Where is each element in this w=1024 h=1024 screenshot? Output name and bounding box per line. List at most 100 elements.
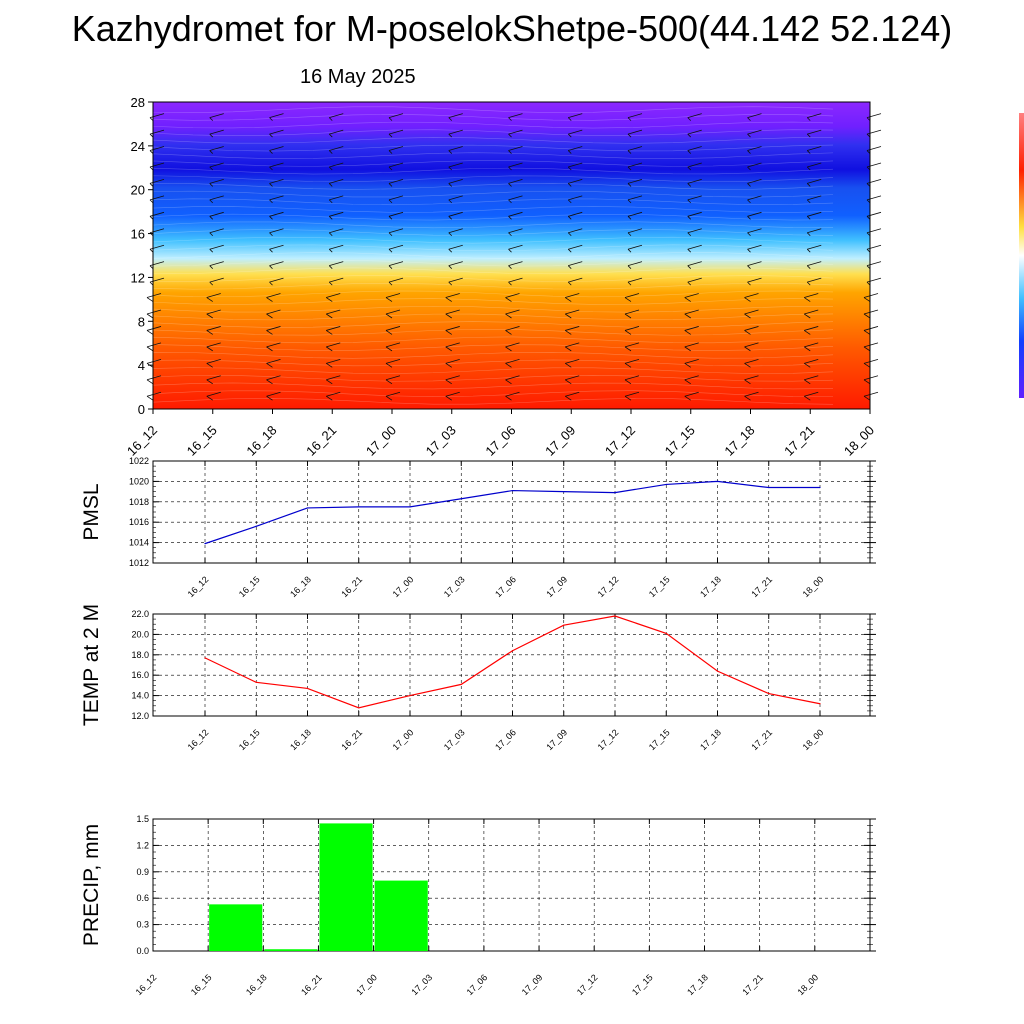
wind-barb: [326, 326, 341, 331]
wind-barb: [206, 391, 221, 397]
x-tick-label: 17_06: [482, 423, 518, 459]
wind-barb: [863, 391, 879, 397]
wind-barb: [209, 162, 224, 168]
wind-barb: [565, 346, 572, 352]
wind-barb: [747, 248, 751, 253]
temp-point: [768, 692, 770, 695]
wind-barb: [508, 211, 523, 217]
pmsl-point: [716, 480, 719, 482]
wind-barb: [567, 150, 572, 154]
wind-barb: [329, 146, 344, 151]
wind-barb: [266, 346, 273, 352]
wind-barb: [627, 117, 632, 121]
x-tick-label: 17_06: [493, 727, 518, 752]
wind-barb: [627, 113, 643, 119]
wind-barb: [804, 297, 811, 302]
x-tick-label: 16_21: [299, 972, 324, 997]
wind-barb: [385, 346, 393, 352]
wind-barb: [687, 195, 702, 201]
x-tick-label: 17_18: [698, 727, 723, 752]
y-tick-label: 18.0: [131, 650, 149, 660]
wind-barb: [269, 117, 273, 121]
y-tick-label: 20: [131, 183, 145, 198]
wind-barb: [627, 179, 643, 184]
y-tick-label: 16.0: [131, 670, 149, 680]
wind-barb: [627, 277, 643, 283]
wind-barb: [269, 281, 273, 286]
contour-line: [152, 213, 834, 221]
contour-line: [152, 352, 834, 359]
wind-barb: [807, 146, 822, 151]
wind-barb: [804, 358, 819, 364]
wind-barb: [505, 379, 512, 385]
pmsl-point: [358, 506, 360, 508]
wind-barb: [209, 281, 214, 286]
precip-bar: [319, 823, 373, 951]
x-tick-label: 16_15: [237, 574, 262, 599]
wind-barb: [627, 183, 632, 187]
wind-barb: [747, 113, 762, 119]
wind-barb: [448, 133, 453, 138]
wind-barb: [385, 297, 393, 302]
wind-barb: [866, 146, 882, 151]
y-tick-label: 1.5: [136, 814, 149, 824]
wind-barb: [684, 375, 699, 381]
wind-barb: [206, 395, 213, 401]
wind-barb: [627, 129, 643, 135]
wind-barb: [448, 211, 463, 217]
wind-barb: [209, 261, 224, 267]
x-tick-label: 17_15: [647, 727, 672, 752]
pmsl-ylabel: PMSL: [80, 483, 103, 540]
wind-barb: [209, 248, 214, 253]
wind-barb: [744, 297, 751, 302]
wind-barb: [508, 183, 512, 187]
wind-barb: [624, 346, 632, 352]
x-tick-label: 17_15: [630, 972, 655, 997]
wind-barb: [687, 117, 692, 121]
wind-barb: [269, 216, 273, 220]
wind-barb: [266, 358, 281, 364]
wind-barb: [209, 199, 214, 204]
wind-barb: [804, 379, 811, 385]
y-tick-label: 0.0: [136, 946, 149, 956]
wind-barb: [744, 375, 759, 381]
wind-barb: [385, 395, 393, 401]
wind-barb: [388, 146, 404, 151]
contour-line: [152, 121, 834, 129]
wind-barb: [744, 342, 759, 348]
contour-line: [152, 398, 834, 405]
x-tick-label: 16_18: [243, 423, 279, 459]
wind-barb: [388, 248, 393, 253]
wind-barb: [209, 150, 214, 154]
wind-barb: [624, 309, 640, 315]
x-tick-label: 18_00: [795, 972, 820, 997]
wind-barb: [866, 162, 882, 168]
wind-barb: [747, 133, 751, 138]
wind-barb: [445, 346, 452, 352]
wind-barb: [568, 277, 583, 283]
wind-barb: [684, 313, 691, 319]
wind-barb: [747, 129, 762, 135]
wind-barb: [388, 211, 404, 217]
wind-barb: [209, 232, 214, 237]
pmsl-point: [768, 486, 770, 489]
wind-barb: [385, 358, 401, 364]
contour-line: [152, 152, 834, 159]
wind-barb: [866, 129, 882, 135]
temp-point: [306, 687, 309, 690]
wind-barb: [149, 277, 165, 283]
x-tick-label: 17_21: [749, 727, 774, 752]
temp-point: [409, 695, 411, 697]
wind-barb: [326, 395, 333, 401]
wind-barb: [209, 211, 224, 217]
wind-barb: [863, 379, 871, 385]
wind-barb: [445, 391, 460, 397]
pmsl-point: [563, 491, 565, 493]
wind-barb: [326, 293, 341, 298]
wind-barb: [448, 117, 453, 121]
wind-barb: [806, 232, 811, 237]
wind-barb: [505, 391, 520, 397]
wind-barb: [747, 150, 751, 154]
wind-barb: [445, 326, 460, 331]
wind-barb: [269, 228, 284, 234]
